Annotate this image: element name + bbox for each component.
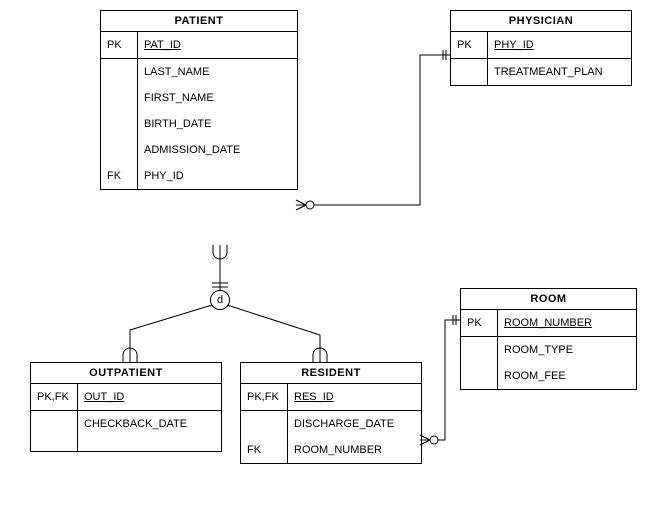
attr-cell: PHY_ID	[488, 32, 631, 59]
attr-cell: DISCHARGE_DATE	[288, 411, 421, 437]
attr-cell: ROOM_TYPE	[498, 337, 636, 363]
attr-cell: CHECKBACK_DATE	[78, 411, 221, 451]
key-cell	[451, 59, 487, 85]
edge-resident-room	[420, 320, 460, 440]
key-cell: PK,FK	[31, 384, 77, 411]
key-cell	[101, 137, 137, 163]
attr-cell: ROOM_NUMBER	[288, 437, 421, 463]
key-cell: FK	[101, 163, 137, 189]
attr-cell: PHY_ID	[138, 163, 297, 189]
disjoint-marker: d	[210, 290, 230, 310]
key-cell	[101, 59, 137, 85]
attr-cell: TREATMEANT_PLAN	[488, 59, 631, 85]
key-cell	[101, 111, 137, 137]
entity-resident: RESIDENT PK,FK FK RES_ID DISCHARGE_DATE …	[240, 362, 422, 464]
key-cell	[461, 337, 497, 363]
key-cell: PK	[451, 32, 487, 59]
key-cell	[461, 363, 497, 389]
entity-title: ROOM	[461, 289, 636, 310]
attr-cell: ADMISSION_DATE	[138, 137, 297, 163]
key-cell	[31, 411, 77, 451]
entity-patient: PATIENT PK FK PAT_ID LAST_NAME FIRST_NAM…	[100, 10, 298, 190]
entity-title: PHYSICIAN	[451, 11, 631, 32]
entity-outpatient: OUTPATIENT PK,FK OUT_ID CHECKBACK_DATE	[30, 362, 222, 452]
attr-cell: RES_ID	[288, 384, 421, 411]
key-cell: PK,FK	[241, 384, 287, 411]
entity-physician: PHYSICIAN PK PHY_ID TREATMEANT_PLAN	[450, 10, 632, 86]
key-cell	[241, 411, 287, 437]
attr-cell: ROOM_NUMBER	[498, 310, 636, 337]
key-cell: FK	[241, 437, 287, 463]
attr-cell: FIRST_NAME	[138, 85, 297, 111]
key-cell	[101, 85, 137, 111]
entity-title: OUTPATIENT	[31, 363, 221, 384]
key-cell: PK	[101, 32, 137, 59]
attr-cell: LAST_NAME	[138, 59, 297, 85]
edge-disjoint-resident	[227, 305, 320, 362]
entity-room: ROOM PK ROOM_NUMBER ROOM_TYPE ROOM_FEE	[460, 288, 637, 390]
edge-disjoint-outpatient	[130, 305, 212, 362]
edge-patient-physician	[296, 55, 450, 205]
attr-cell: BIRTH_DATE	[138, 111, 297, 137]
attr-cell: OUT_ID	[78, 384, 221, 411]
key-cell: PK	[461, 310, 497, 337]
attr-cell: ROOM_FEE	[498, 363, 636, 389]
attr-cell: PAT_ID	[138, 32, 297, 59]
entity-title: RESIDENT	[241, 363, 421, 384]
entity-title: PATIENT	[101, 11, 297, 32]
